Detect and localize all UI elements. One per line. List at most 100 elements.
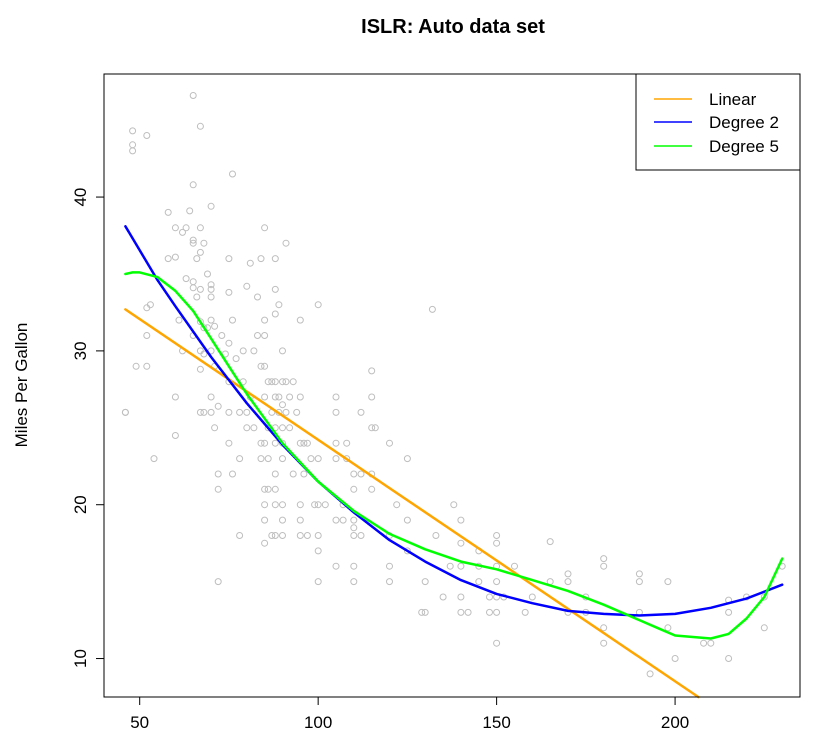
scatter-point — [428, 305, 436, 313]
scatter-point — [296, 516, 304, 524]
x-tick-label: 100 — [304, 713, 332, 732]
scatter-point — [261, 224, 269, 232]
scatter-point — [225, 255, 233, 263]
scatter-point — [236, 455, 244, 463]
scatter-point — [171, 224, 179, 232]
scatter-point — [725, 608, 733, 616]
scatter-point — [403, 547, 411, 555]
scatter-point — [286, 393, 294, 401]
scatter-point — [564, 570, 572, 578]
scatter-point — [760, 593, 768, 601]
scatter-point — [164, 208, 172, 216]
scatter-point — [386, 578, 393, 586]
scatter-point — [439, 593, 447, 601]
scatter-point — [257, 362, 265, 370]
scatter-point — [150, 455, 158, 463]
scatter-point — [350, 562, 358, 570]
scatter-point — [207, 285, 215, 293]
scatter-point — [314, 501, 322, 509]
scatter-point — [279, 347, 286, 355]
scatter-point — [511, 562, 518, 570]
scatter-point — [339, 516, 347, 524]
scatter-point — [296, 393, 304, 401]
scatter-point — [296, 439, 304, 447]
scatter-point — [132, 362, 140, 370]
scatter-point — [350, 516, 358, 524]
scatter-point — [225, 339, 233, 347]
scatter-point — [171, 432, 179, 439]
scatter-point — [196, 248, 204, 256]
scatter-point — [189, 284, 197, 292]
scatter-point — [279, 455, 286, 463]
scatter-point — [371, 424, 379, 432]
scatter-point — [193, 293, 201, 301]
scatter-point — [271, 393, 279, 401]
scatter-point — [164, 255, 172, 263]
scatter-point — [264, 485, 272, 493]
scatter-point — [204, 270, 211, 278]
scatter-point — [129, 141, 137, 149]
scatter-point — [271, 532, 279, 539]
legend-label-linear: Linear — [709, 90, 757, 109]
scatter-point — [171, 393, 179, 401]
scatter-point — [271, 255, 279, 263]
scatter-point — [464, 608, 472, 616]
scatter-point — [261, 516, 269, 524]
scatter-point — [289, 470, 297, 478]
scatter-point — [279, 501, 286, 509]
scatter-point — [386, 439, 393, 447]
scatter-point — [493, 532, 501, 539]
legend: Linear Degree 2 Degree 5 — [635, 73, 801, 171]
scatter-point — [271, 470, 279, 478]
scatter-point — [257, 439, 265, 447]
scatter-point — [343, 439, 351, 447]
scatter-point — [239, 347, 247, 355]
scatter-point — [307, 455, 315, 463]
scatter-point — [250, 424, 258, 432]
scatter-point — [350, 578, 358, 586]
scatter-point — [493, 539, 501, 547]
scatter-point — [332, 439, 340, 447]
scatter-point — [296, 501, 304, 509]
scatter-point — [254, 332, 261, 339]
scatter-point — [664, 578, 672, 586]
y-tick-label: 40 — [71, 188, 90, 207]
scatter-point — [664, 624, 672, 632]
scatter-point — [600, 555, 608, 563]
fit-line-linear — [124, 308, 700, 699]
scatter-point — [207, 408, 215, 416]
scatter-point — [207, 293, 215, 301]
scatter-point — [357, 408, 365, 416]
scatter-point — [229, 170, 236, 178]
scatter-point — [457, 516, 465, 524]
scatter-point — [229, 316, 236, 324]
scatter-point — [279, 532, 286, 539]
fit-line-degree-5 — [124, 271, 784, 640]
scatter-point — [175, 316, 183, 324]
scatter-point — [635, 570, 643, 578]
scatter-point — [671, 655, 679, 662]
scatter-point — [250, 347, 258, 355]
scatter-points — [121, 92, 786, 678]
scatter-point — [243, 282, 251, 290]
fit-line-degree-2 — [124, 225, 784, 617]
scatter-point — [760, 624, 768, 632]
scatter-point — [196, 224, 204, 232]
scatter-point — [357, 532, 365, 539]
scatter-point — [243, 424, 251, 432]
scatter-point — [564, 578, 572, 586]
scatter-point — [196, 285, 204, 293]
scatter-point — [261, 439, 269, 447]
scatter-point — [486, 608, 493, 616]
scatter-point — [282, 408, 290, 416]
scatter-point — [143, 132, 151, 139]
scatter-point — [196, 365, 204, 373]
scatter-point — [293, 408, 301, 416]
scatter-point — [271, 285, 279, 293]
scatter-point — [528, 593, 536, 601]
scatter-point — [403, 455, 411, 463]
scatter-point — [207, 316, 215, 324]
scatter-point — [707, 639, 715, 647]
scatter-point — [261, 362, 269, 370]
